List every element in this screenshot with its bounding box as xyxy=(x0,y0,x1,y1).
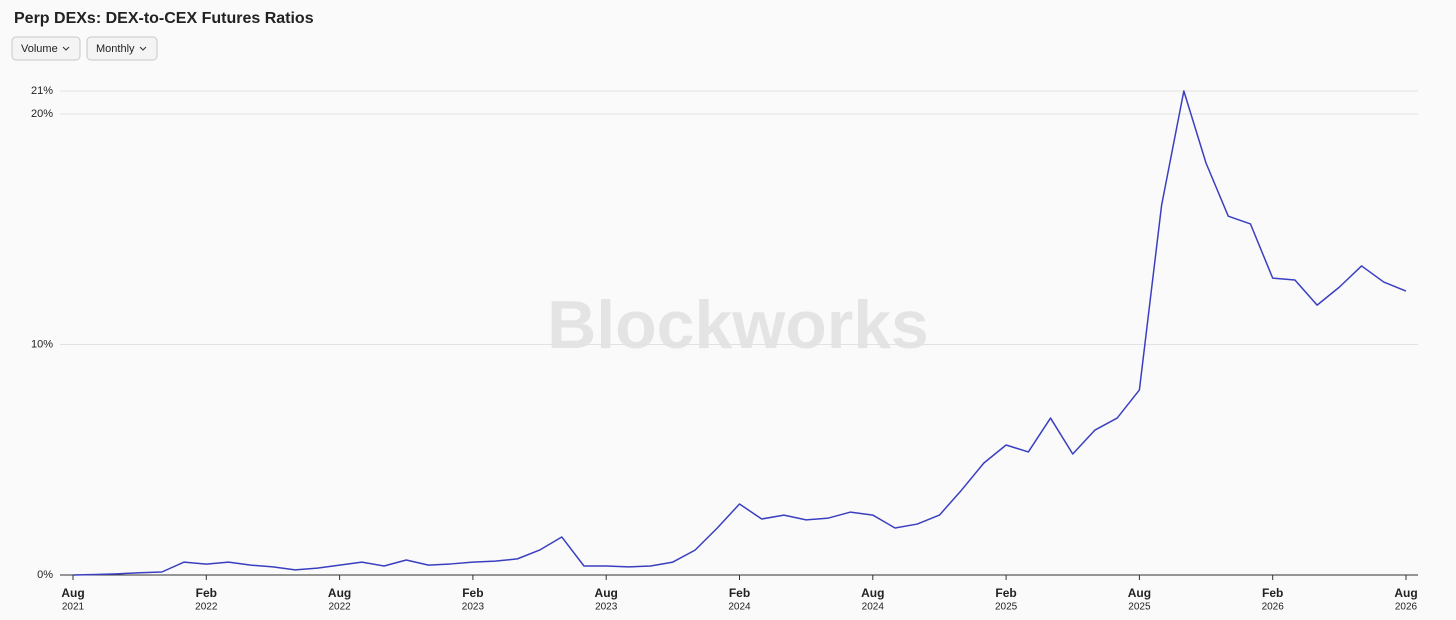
dropdown[interactable]: Monthly xyxy=(86,36,158,61)
x-tick-sublabel: 2025 xyxy=(995,602,1018,613)
x-tick-sublabel: 2025 xyxy=(1128,602,1151,613)
x-tick-label: Aug xyxy=(328,586,351,600)
x-tick-sublabel: 2021 xyxy=(62,602,85,613)
x-tick-label: Feb xyxy=(462,586,483,600)
x-tick-sublabel: 2022 xyxy=(195,602,218,613)
dropdown-box xyxy=(86,36,158,61)
x-tick-label: Aug xyxy=(861,586,884,600)
x-tick-sublabel: 2022 xyxy=(328,602,351,613)
x-tick-sublabel: 2026 xyxy=(1262,602,1285,613)
dropdown-box xyxy=(11,36,81,61)
x-tick-sublabel: 2026 xyxy=(1395,602,1418,613)
x-tick-sublabel: 2023 xyxy=(595,602,618,613)
dropdown[interactable]: Volume xyxy=(11,36,81,61)
data-line xyxy=(72,90,1407,576)
x-tick-label: Feb xyxy=(995,586,1016,600)
x-tick-label: Aug xyxy=(61,586,84,600)
chart-title: Perp DEXs: DEX-to-CEX Futures Ratios xyxy=(14,10,314,27)
dropdown-label: Monthly xyxy=(96,43,135,55)
watermark: Blockworks xyxy=(547,287,929,363)
y-tick-label: 0% xyxy=(37,569,53,581)
x-tick-sublabel: 2024 xyxy=(728,602,751,613)
x-tick-label: Feb xyxy=(729,586,750,600)
x-tick-sublabel: 2023 xyxy=(462,602,485,613)
y-tick-label: 21% xyxy=(31,85,53,97)
chevron xyxy=(62,46,70,51)
y-tick-label: 20% xyxy=(31,108,53,120)
dropdown-label: Volume xyxy=(21,43,58,55)
x-tick-label: Feb xyxy=(196,586,217,600)
x-tick-sublabel: 2024 xyxy=(862,602,885,613)
y-tick-label: 10% xyxy=(31,338,53,350)
x-tick-label: Aug xyxy=(1128,586,1151,600)
x-tick-label: Feb xyxy=(1262,586,1283,600)
x-tick-label: Aug xyxy=(595,586,618,600)
chevron xyxy=(139,46,147,51)
x-tick-label: Aug xyxy=(1394,586,1417,600)
